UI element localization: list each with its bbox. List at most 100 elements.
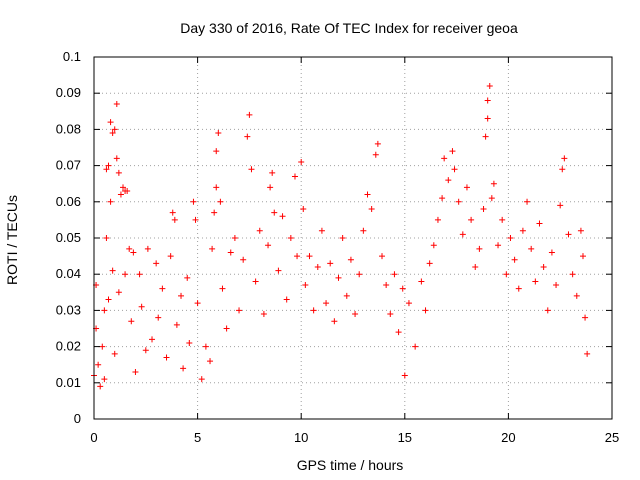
data-point — [103, 235, 110, 241]
x-tick-label: 15 — [398, 430, 412, 445]
y-tick-label: 0.02 — [56, 339, 81, 354]
data-point — [544, 307, 551, 314]
data-point — [190, 198, 197, 205]
data-point — [265, 242, 272, 249]
data-point — [126, 245, 133, 252]
data-point — [374, 140, 381, 147]
data-point — [528, 245, 535, 252]
data-point — [356, 271, 363, 278]
data-point — [115, 289, 122, 296]
data-point — [488, 195, 495, 202]
data-point — [379, 253, 386, 260]
data-point — [360, 227, 367, 234]
y-tick-label: 0.07 — [56, 158, 81, 173]
x-axis: 0 5 10 15 20 25 — [90, 57, 619, 445]
data-point — [103, 166, 110, 173]
data-point — [584, 350, 591, 357]
data-point — [352, 311, 359, 318]
data-point — [484, 115, 491, 122]
data-point — [557, 202, 564, 209]
data-point — [343, 292, 350, 299]
data-point — [207, 358, 214, 365]
data-point — [391, 271, 398, 278]
data-point — [128, 318, 135, 325]
x-tick-label: 0 — [90, 430, 97, 445]
data-point — [455, 198, 462, 205]
data-point — [503, 271, 510, 278]
data-point — [294, 253, 301, 260]
data-point — [418, 278, 425, 285]
data-point — [331, 318, 338, 325]
data-point — [236, 307, 243, 314]
data-point — [515, 285, 522, 292]
data-point — [115, 169, 122, 176]
y-tick-label: 0.05 — [56, 230, 81, 245]
data-point — [524, 198, 531, 205]
data-point — [339, 235, 346, 241]
grid-lines — [94, 57, 612, 419]
data-point — [130, 249, 137, 256]
data-point — [422, 307, 429, 314]
data-point — [113, 101, 120, 108]
data-point — [219, 285, 226, 292]
data-point — [472, 263, 479, 270]
data-point — [519, 227, 526, 234]
y-tick-label: 0.09 — [56, 85, 81, 100]
data-point — [511, 256, 518, 263]
data-point — [136, 271, 143, 278]
data-point — [155, 314, 162, 321]
data-point — [327, 260, 334, 267]
data-point — [507, 235, 514, 241]
y-tick-label: 0 — [74, 411, 81, 426]
data-point — [101, 376, 108, 383]
y-tick-label: 0.01 — [56, 375, 81, 390]
data-point — [372, 151, 379, 158]
data-point — [300, 206, 307, 213]
data-point — [553, 282, 560, 289]
data-point — [536, 220, 543, 227]
x-tick-label: 5 — [194, 430, 201, 445]
x-tick-label: 25 — [605, 430, 619, 445]
data-point — [548, 249, 555, 256]
x-axis-label: GPS time / hours — [297, 457, 404, 473]
data-point — [540, 263, 547, 270]
data-point — [101, 307, 108, 314]
data-point — [482, 133, 489, 140]
data-point — [163, 354, 170, 361]
data-point — [142, 347, 149, 354]
data-point — [565, 231, 572, 238]
data-point — [582, 314, 589, 321]
data-point — [223, 325, 230, 332]
data-point — [111, 126, 118, 133]
data-point — [271, 209, 278, 216]
data-point — [109, 130, 116, 137]
data-point — [117, 191, 124, 198]
data-point — [213, 148, 220, 155]
data-point — [202, 343, 209, 350]
data-point — [107, 119, 114, 126]
data-point — [449, 148, 456, 155]
data-point — [267, 184, 274, 191]
data-point — [184, 274, 191, 281]
data-point — [383, 282, 390, 289]
data-point — [561, 155, 568, 162]
data-point — [275, 267, 282, 274]
data-point — [167, 253, 174, 260]
data-point — [252, 278, 259, 285]
data-point — [269, 169, 276, 176]
data-point — [476, 245, 483, 252]
data-point — [499, 216, 506, 223]
data-point — [302, 282, 309, 289]
data-point — [405, 300, 412, 307]
data-point — [138, 303, 145, 310]
data-point — [192, 216, 199, 223]
data-point — [124, 187, 131, 194]
y-axis-label: ROTI / TECUs — [4, 195, 20, 285]
data-point — [194, 300, 201, 307]
data-point — [480, 206, 487, 213]
data-point — [395, 329, 402, 336]
data-point — [434, 216, 441, 223]
data-point — [532, 278, 539, 285]
data-point — [484, 97, 491, 104]
